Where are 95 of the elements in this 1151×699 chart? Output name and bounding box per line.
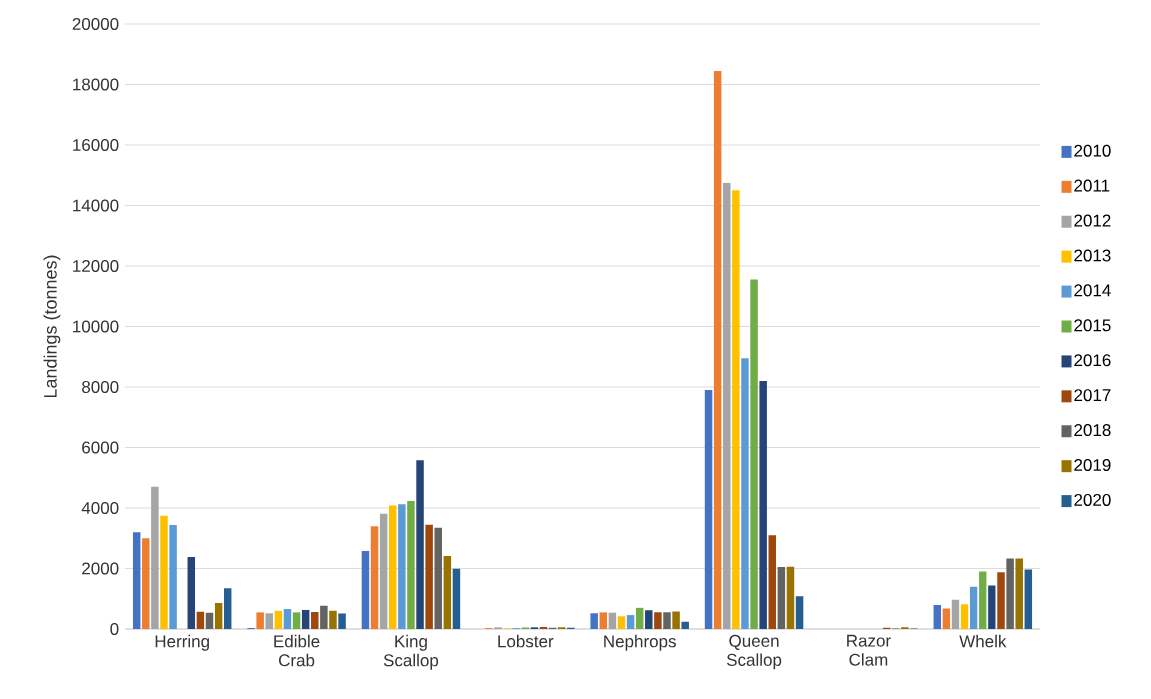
bar [723,182,731,629]
bar [732,190,740,629]
bar [635,607,644,629]
x-tick-label: Queen Scallop [726,634,782,670]
legend-label: 2015 [1074,319,1111,332]
y-tick-label: 16000 [73,138,119,152]
bar [951,599,960,629]
y-tick-label: 6000 [82,441,119,454]
bar [960,604,969,629]
bar [786,566,795,629]
bar [256,612,264,629]
legend-label: 2017 [1074,389,1111,402]
x-tick-label: Razor Clam [847,634,891,666]
bar [713,70,722,629]
bar [205,612,214,629]
bar [301,609,310,629]
bar [741,358,749,629]
y-tick-label: 12000 [73,259,119,273]
bar [759,380,767,629]
bar [654,612,662,629]
bar [777,566,786,629]
bar [590,613,598,629]
bar [969,586,978,629]
bar [1015,558,1023,629]
bar [617,616,626,629]
bar [388,505,397,629]
y-tick-label: 8000 [82,380,119,394]
bar [663,612,671,629]
bar [681,621,689,629]
bar [283,609,292,629]
x-tick-label: King Scallop [383,634,439,670]
y-tick-label: 2000 [82,562,119,575]
legend-label: 2010 [1074,144,1111,157]
bar [142,538,150,629]
bar [768,535,777,629]
x-tick-label: Edible Crab [274,634,320,667]
bar [599,612,608,629]
bar [933,605,942,629]
bar [292,612,301,629]
bar [320,605,328,629]
bar [338,613,346,629]
bar [645,610,653,629]
legend-label: 2014 [1074,284,1111,297]
y-tick-label: 14000 [73,199,119,212]
y-tick-label: 18000 [73,78,119,91]
bar [223,588,232,629]
bar [434,527,442,629]
bar [160,515,168,629]
bar [132,532,141,629]
bar [265,613,274,629]
x-tick-label: Lobster [498,634,554,648]
bar [274,610,283,629]
bar [361,550,370,629]
bar [979,571,987,629]
bar [1006,558,1014,629]
legend-label: 2020 [1074,493,1111,506]
legend-label: 2018 [1074,424,1111,437]
bar [311,612,319,629]
bar [151,486,159,629]
bar [329,610,337,629]
y-tick-label: 0 [110,622,119,636]
bar [608,612,617,629]
x-tick-label: Whelk [959,634,1007,648]
bar [214,602,223,629]
y-tick-label: 4000 [81,501,119,515]
x-tick-label: Nephrops [604,634,676,651]
bar [187,557,196,629]
bar [370,526,379,629]
x-tick-label: Herring [155,634,209,651]
bar [452,568,461,629]
bar [750,279,758,629]
legend-label: 2019 [1074,458,1111,472]
bar [425,524,433,629]
bar [997,572,1005,629]
bar [398,504,406,629]
bar [443,556,452,629]
bar [988,585,996,629]
legend-label: 2011 [1074,179,1110,192]
bar [1024,569,1033,629]
bar [407,501,415,629]
y-tick-label: 20000 [72,17,119,31]
bar [942,608,951,629]
legend-label: 2012 [1074,214,1111,227]
legend-label: 2016 [1074,354,1111,367]
bar [626,615,635,629]
y-axis-title: Landings (tonnes) [43,255,61,398]
y-tick-label: 10000 [73,320,119,333]
bar [795,596,804,629]
bar [169,524,177,629]
legend-label: 2013 [1074,249,1111,262]
bar [672,611,680,629]
bar [416,460,424,629]
bar [704,390,713,629]
bar [196,611,205,629]
bar [379,513,388,629]
